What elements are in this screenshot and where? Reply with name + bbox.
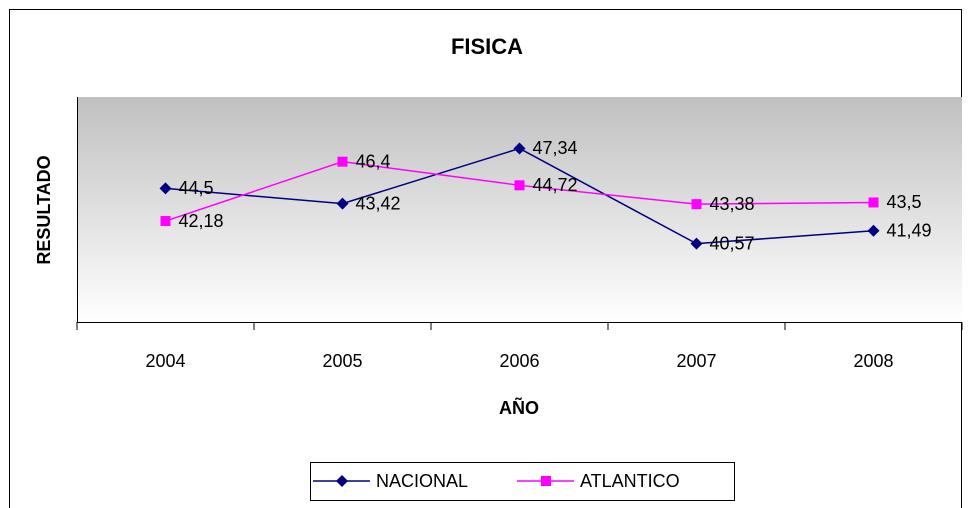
marker <box>868 197 879 208</box>
x-tick-label: 2006 <box>499 351 539 371</box>
x-tick-label: 2007 <box>676 351 716 371</box>
data-label: 46,4 <box>356 151 391 171</box>
marker <box>691 199 702 210</box>
data-label: 44,5 <box>179 178 214 198</box>
marker <box>690 237 703 250</box>
x-tick-label: 2004 <box>145 351 185 371</box>
marker <box>159 182 172 195</box>
x-tick-label: 2008 <box>853 351 893 371</box>
legend <box>310 462 735 501</box>
legend-label: NACIONAL <box>376 471 468 491</box>
marker <box>541 476 551 486</box>
x-axis-label: AÑO <box>499 397 539 418</box>
marker <box>513 142 526 155</box>
chart-title: FISICA <box>451 34 523 59</box>
marker <box>336 475 348 487</box>
marker <box>337 156 348 167</box>
plot-area <box>77 97 962 322</box>
marker <box>160 216 171 227</box>
marker <box>514 180 525 191</box>
data-label: 42,18 <box>179 211 224 231</box>
y-axis-label: RESULTADO <box>34 155 54 264</box>
data-label: 40,57 <box>710 233 755 253</box>
marker <box>867 224 880 237</box>
data-label: 43,5 <box>887 192 922 212</box>
marker <box>336 197 349 210</box>
x-tick-label: 2005 <box>322 351 362 371</box>
data-label: 44,72 <box>533 175 578 195</box>
data-label: 43,42 <box>356 193 401 213</box>
data-label: 47,34 <box>533 138 578 158</box>
data-label: 43,38 <box>710 194 755 214</box>
data-label: 41,49 <box>887 220 932 240</box>
legend-label: ATLANTICO <box>580 471 680 491</box>
